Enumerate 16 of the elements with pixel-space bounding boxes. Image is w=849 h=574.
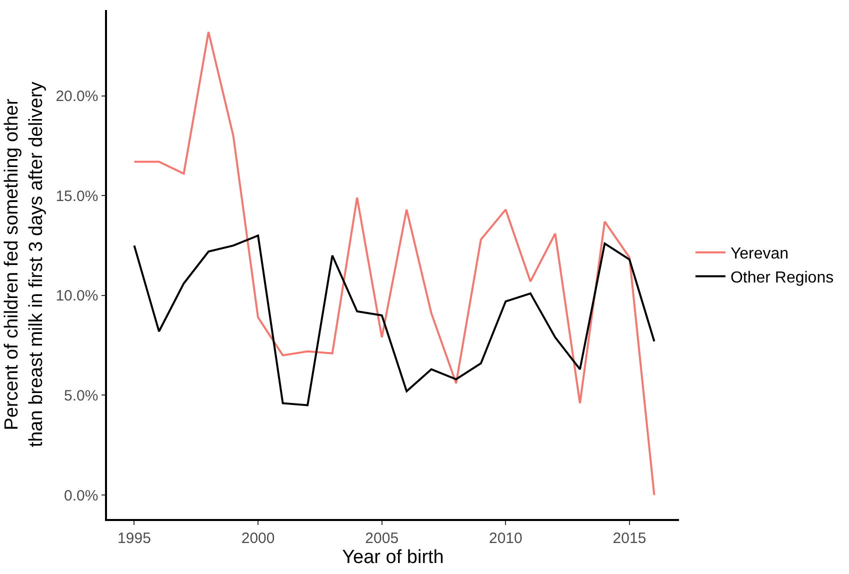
y-axis-title: Percent of children fed something other than breast milk in first 3 days after delivery [1,81,48,448]
y-tick-label: 10.0% [56,288,98,305]
x-tick-label: 2005 [365,530,399,547]
x-tick-label: 2010 [488,530,522,547]
y-tick-label: 5.0% [64,387,98,404]
x-tick-label: 2000 [241,530,275,547]
x-axis-title: Year of birth [342,547,444,568]
y-tick-label: 15.0% [56,188,98,205]
x-tick-label: 2015 [612,530,646,547]
y-tick-label: 20.0% [56,88,98,106]
legend-label: Other Regions [730,269,834,286]
line-series [133,30,656,496]
legend-label: Yerevan [730,246,789,263]
line-series [133,234,656,406]
x-tick-label: 1995 [118,530,151,547]
y-tick-label: 0.0% [64,487,98,504]
